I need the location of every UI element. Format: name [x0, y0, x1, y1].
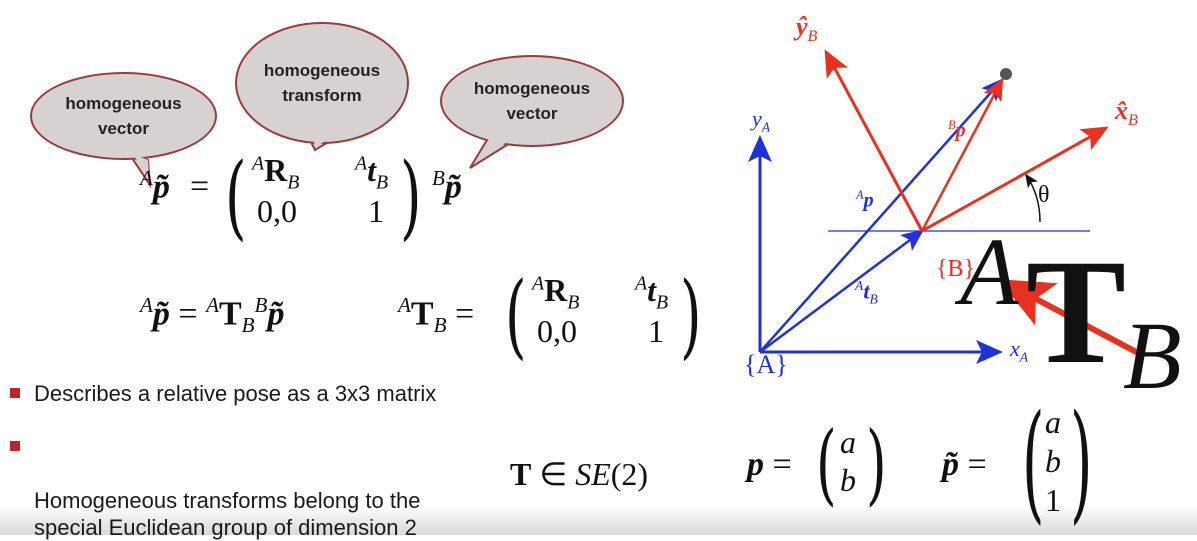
- point-p: [1000, 68, 1012, 80]
- vector-p-lhs: p =: [747, 446, 792, 483]
- eq3-r21: 0,0: [537, 313, 577, 349]
- label-frame-a: {A}: [744, 350, 788, 379]
- eq3-right-paren: ): [680, 262, 702, 369]
- eq1-rhs: Bp̃: [432, 166, 462, 206]
- eq1-r12: AtB: [355, 152, 389, 194]
- bullet-marker: [10, 388, 20, 398]
- big-superscript-a: A: [960, 218, 1019, 325]
- eq3-r12: AtB: [635, 272, 669, 314]
- big-red-arrow: [998, 279, 1144, 358]
- vector-p-b: b: [840, 462, 856, 498]
- bottom-shade: [0, 505, 1197, 535]
- eq1-r11: ARB: [252, 152, 300, 194]
- eq1-r22: 1: [368, 193, 384, 229]
- bullet-marker: [10, 441, 20, 451]
- vector-p-a: a: [840, 424, 856, 460]
- vector-p-right-paren: ): [866, 412, 887, 515]
- label-x-a: xA: [1010, 336, 1029, 365]
- bubble-homogeneous-vector-left: homogeneous vector: [30, 72, 217, 160]
- label-y-a: yA: [752, 106, 771, 135]
- eq3-r22: 1: [648, 313, 664, 349]
- label-theta: θ: [1038, 182, 1050, 208]
- vector-ap: [759, 78, 1004, 353]
- eq3-r11: ARB: [532, 272, 580, 314]
- vector-ptilde-b: b: [1045, 443, 1061, 479]
- bullet-relative-pose: Describes a relative pose as a 3x3 matri…: [10, 380, 436, 407]
- label-y-b: ŷB: [796, 12, 818, 46]
- eq3-left-paren: (: [505, 262, 527, 369]
- theta-arc: [1025, 173, 1041, 223]
- eq1-lhs: Ap̃: [140, 166, 170, 206]
- frame-b-y-axis: [824, 49, 924, 232]
- eq3-lhs: ATB =: [398, 293, 475, 338]
- vector-at: [759, 229, 925, 354]
- big-t: T: [1026, 229, 1127, 395]
- eq1-right-paren: ): [400, 143, 422, 250]
- eq1-equals: =: [190, 168, 210, 205]
- label-bp: Bp: [948, 118, 966, 142]
- vector-ptilde-lhs: p̃ =: [942, 446, 987, 483]
- vector-bp: [920, 77, 1004, 232]
- frame-b-x-axis: [921, 126, 1109, 233]
- vector-ptilde-right-paren: ): [1070, 388, 1093, 537]
- bubble-homogeneous-transform: homogeneous transform: [235, 22, 409, 144]
- label-at: AtB: [855, 278, 878, 307]
- eq2: Ap̃ = ATBBp̃: [140, 293, 285, 338]
- eq1-left-paren: (: [225, 143, 247, 250]
- vector-ptilde-1: 1: [1045, 482, 1061, 518]
- eq1-r21: 0,0: [257, 193, 297, 229]
- label-frame-b: {B}: [936, 256, 976, 282]
- big-subscript-b: B: [1123, 302, 1182, 409]
- vector-ptilde-left-paren: (: [1022, 388, 1045, 537]
- vector-p-left-paren: (: [816, 412, 837, 515]
- se2-expression: T ∈ SE(2): [510, 456, 649, 492]
- vector-ptilde-a: a: [1045, 404, 1061, 440]
- label-ap: Ap: [856, 188, 874, 212]
- label-x-b: x̂B: [1115, 96, 1138, 130]
- bubble-homogeneous-vector-right: homogeneous vector: [440, 55, 624, 147]
